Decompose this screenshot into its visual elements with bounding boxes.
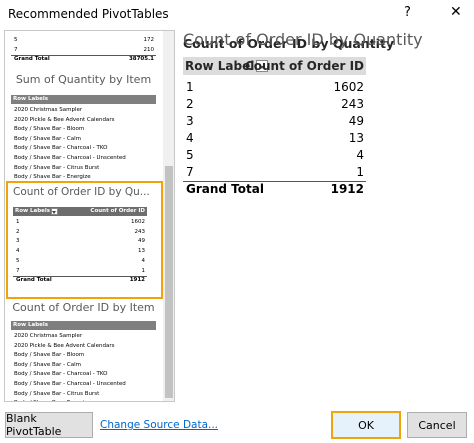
- row-label: 5: [186, 148, 194, 162]
- table-header: [13, 207, 147, 216]
- header-cell: Row Labels: [13, 322, 49, 328]
- table-title: Count of Order ID by Item: [12, 301, 155, 314]
- grand-total-value: 38705.1: [128, 56, 154, 63]
- row-label: 4: [186, 131, 194, 145]
- row-label: Body / Shave Bar - Charcoal - TKO: [14, 371, 108, 378]
- table-title: Count of Order ID by Qu...: [13, 186, 150, 198]
- row-label: 2: [16, 228, 20, 235]
- row-label: Body / Shave Bar - Bloom: [14, 352, 85, 359]
- row-label: 7: [16, 267, 20, 274]
- row-label: 2020 Pickle & Bee Advent Calendars: [14, 116, 115, 123]
- cancel-button[interactable]: Cancel: [407, 412, 467, 438]
- row-label: 7: [186, 165, 194, 179]
- preview-title: Count of Order ID by Quantity: [183, 36, 395, 51]
- selected-thumbnail[interactable]: [6, 181, 163, 299]
- help-button[interactable]: ?: [404, 5, 411, 20]
- row-label: 1: [186, 80, 194, 94]
- header-cell: Row Labels: [15, 208, 51, 214]
- row-label: 3: [16, 238, 20, 245]
- grand-total-border: [183, 181, 366, 182]
- row-value: 1: [141, 267, 146, 274]
- row-label: 3: [186, 114, 194, 128]
- row-value: 49: [348, 114, 364, 128]
- row-label: Body / Shave Bar - Energize: [14, 399, 91, 401]
- grand-total-label: Grand Total: [14, 56, 50, 63]
- table-header: [11, 321, 156, 330]
- row-value: 13: [348, 131, 364, 145]
- row-label: Body / Shave Bar - Bloom: [14, 126, 85, 133]
- grand-total-border: [13, 276, 147, 278]
- row-label: Body / Shave Bar - Citrus Burst: [14, 390, 100, 397]
- row-value: 243: [134, 228, 146, 235]
- row-value: 49: [138, 238, 145, 245]
- dropdown-arrow: [52, 211, 56, 214]
- row-label: 7: [14, 46, 18, 53]
- row-value: 210: [143, 46, 155, 53]
- row-value: 1602: [333, 80, 364, 94]
- blank-pivottable-button[interactable]: Blank PivotTable: [5, 412, 93, 438]
- row-label: 1: [16, 219, 20, 225]
- dropdown-arrow: [259, 65, 264, 69]
- table-header: [183, 57, 366, 75]
- header-cell: Row Labels: [185, 59, 262, 73]
- row-label: 5: [14, 37, 18, 43]
- row-label: 2: [186, 97, 194, 111]
- row-label: Body / Shave Bar - Charcoal - TKO: [14, 145, 108, 152]
- row-value: 13: [138, 248, 145, 255]
- row-label: Body / Shave Bar - Charcoal - Unscented: [14, 381, 126, 387]
- header-cell: Count of Order ID: [90, 208, 145, 214]
- close-button[interactable]: ✕: [450, 4, 462, 20]
- table-title: Sum of Quantity by Item: [15, 73, 152, 86]
- row-label: 5: [16, 257, 20, 264]
- table-title: Count of Order ID by Quantity: [183, 30, 423, 49]
- dropdown-icon: [51, 208, 58, 215]
- row-value: 243: [341, 97, 364, 111]
- row-label: 2020 Pickle & Bee Advent Calendars: [14, 342, 115, 349]
- row-label: Body / Shave Bar - Calm: [14, 135, 81, 142]
- grand-total-border: [11, 55, 156, 57]
- recommendations-list: 5 172 7 210 Grand Total 38705.1 Sum of Quantit…: [4, 30, 175, 402]
- change-source-link[interactable]: Change Source Data...: [100, 419, 219, 431]
- grand-total-label: Grand Total: [186, 182, 264, 196]
- header-cell: Row Labels: [13, 96, 49, 102]
- row-label: 2020 Christmas Sampler: [14, 107, 83, 113]
- row-label: Body / Shave Bar - Energize: [14, 174, 91, 181]
- header-cell: Count of Order ID: [244, 59, 364, 73]
- table-header: [11, 95, 156, 104]
- row-value: 1: [356, 165, 364, 179]
- dialog-title: Recommended PivotTables: [8, 7, 169, 21]
- grand-total-value: 1912: [129, 277, 145, 284]
- row-label: Body / Shave Bar - Calm: [14, 361, 81, 368]
- row-value: 4: [356, 148, 364, 162]
- row-label: 4: [16, 248, 20, 255]
- grand-total-value: 1912: [330, 182, 364, 196]
- row-label: 2020 Christmas Sampler: [14, 333, 83, 339]
- row-value: 172: [143, 37, 155, 43]
- row-label: Body / Shave Bar - Citrus Burst: [14, 164, 100, 171]
- ok-button[interactable]: OK: [331, 411, 401, 439]
- scrollbar-thumb[interactable]: [165, 166, 173, 398]
- row-value: 4: [141, 257, 146, 264]
- dropdown-icon: [256, 60, 268, 72]
- preview-pane: Count of Order ID by Quantity Count of O…: [176, 30, 474, 402]
- row-value: 1602: [131, 219, 145, 225]
- row-label: Body / Shave Bar - Charcoal - Unscented: [14, 155, 126, 161]
- grand-total-label: Grand Total: [16, 277, 52, 284]
